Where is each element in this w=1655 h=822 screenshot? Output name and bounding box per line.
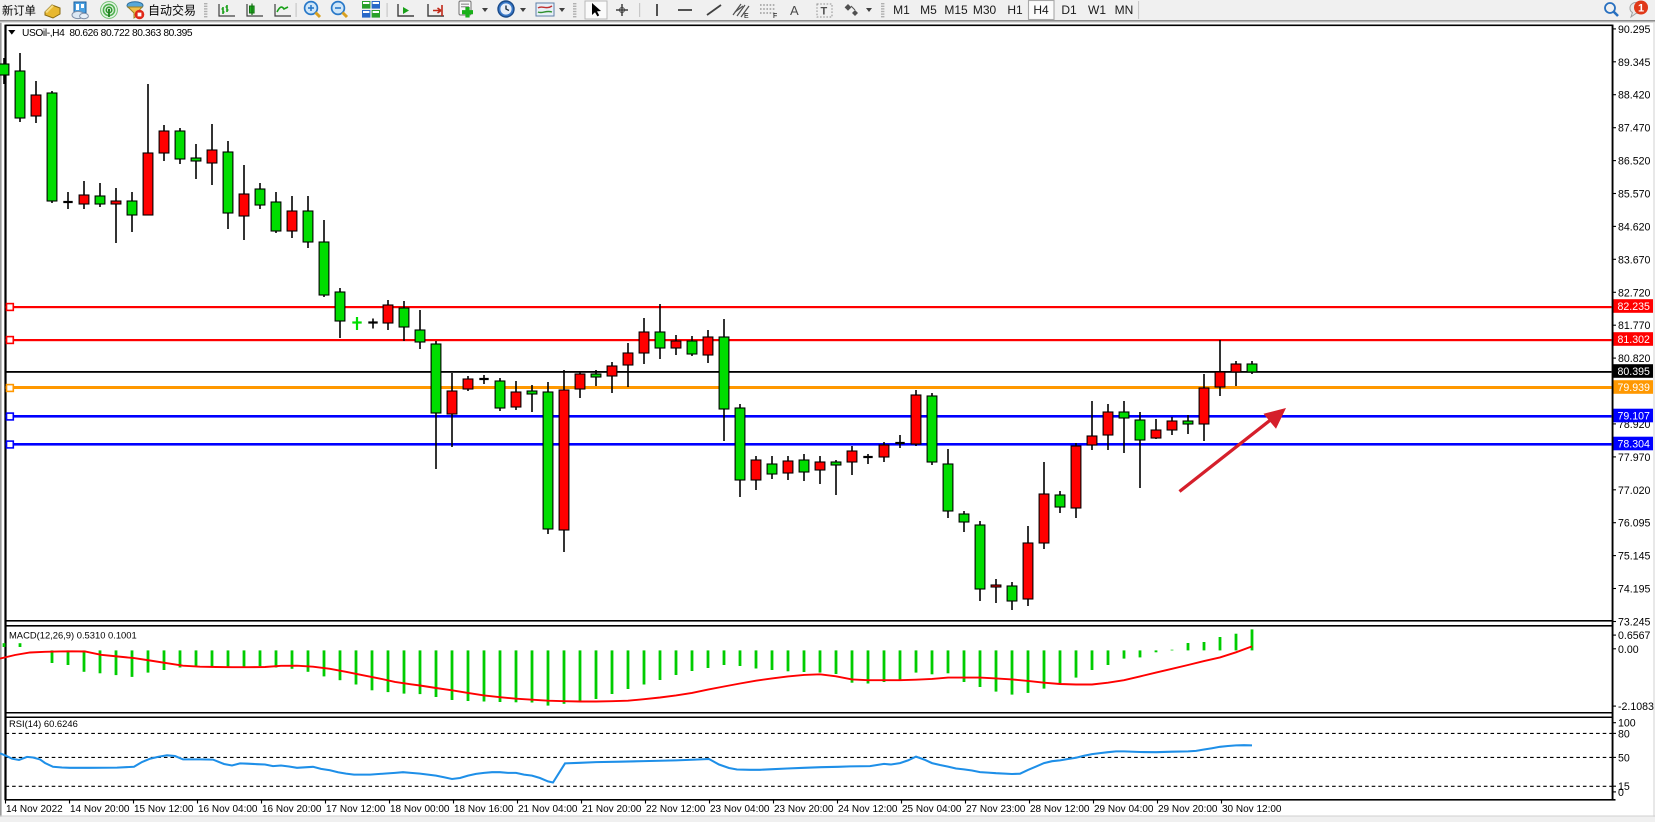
svg-text:M30: M30 bbox=[973, 3, 997, 17]
svg-text:88.420: 88.420 bbox=[1618, 90, 1651, 102]
svg-text:RSI(14) 60.6246: RSI(14) 60.6246 bbox=[9, 718, 78, 729]
svg-text:0: 0 bbox=[1618, 787, 1624, 799]
svg-text:14 Nov 20:00: 14 Nov 20:00 bbox=[70, 804, 130, 815]
svg-text:14 Nov 2022: 14 Nov 2022 bbox=[6, 804, 63, 815]
svg-text:21 Nov 04:00: 21 Nov 04:00 bbox=[518, 804, 578, 815]
svg-text:15 Nov 12:00: 15 Nov 12:00 bbox=[134, 804, 194, 815]
svg-text:22 Nov 12:00: 22 Nov 12:00 bbox=[646, 804, 706, 815]
svg-text:83.670: 83.670 bbox=[1618, 254, 1651, 266]
svg-text:80.820: 80.820 bbox=[1618, 353, 1651, 365]
svg-text:25 Nov 04:00: 25 Nov 04:00 bbox=[902, 804, 962, 815]
svg-text:84.620: 84.620 bbox=[1618, 221, 1651, 233]
svg-text:16 Nov 20:00: 16 Nov 20:00 bbox=[262, 804, 322, 815]
svg-text:85.570: 85.570 bbox=[1618, 189, 1651, 201]
svg-text:76.095: 76.095 bbox=[1618, 518, 1651, 530]
svg-text:USOil-,H4 80.626 80.722 80.36: USOil-,H4 80.626 80.722 80.363 80.395 bbox=[22, 28, 193, 39]
svg-text:29 Nov 04:00: 29 Nov 04:00 bbox=[1094, 804, 1154, 815]
svg-text:M5: M5 bbox=[920, 3, 937, 17]
svg-text:0.6567: 0.6567 bbox=[1618, 630, 1651, 642]
svg-text:29 Nov 20:00: 29 Nov 20:00 bbox=[1158, 804, 1218, 815]
svg-text:80.395: 80.395 bbox=[1618, 366, 1651, 378]
svg-text:73.245: 73.245 bbox=[1618, 617, 1651, 629]
svg-text:23 Nov 04:00: 23 Nov 04:00 bbox=[710, 804, 770, 815]
svg-text:27 Nov 23:00: 27 Nov 23:00 bbox=[966, 804, 1026, 815]
svg-text:89.345: 89.345 bbox=[1618, 57, 1651, 69]
svg-text:T: T bbox=[821, 6, 828, 18]
svg-text:23 Nov 20:00: 23 Nov 20:00 bbox=[774, 804, 834, 815]
svg-text:81.302: 81.302 bbox=[1618, 334, 1651, 346]
svg-text:50: 50 bbox=[1618, 752, 1630, 764]
svg-text:D1: D1 bbox=[1061, 3, 1077, 17]
svg-text:H4: H4 bbox=[1033, 3, 1049, 17]
svg-text:82.235: 82.235 bbox=[1618, 301, 1651, 313]
svg-text:18 Nov 00:00: 18 Nov 00:00 bbox=[390, 804, 450, 815]
svg-text:-2.1083: -2.1083 bbox=[1618, 701, 1654, 713]
svg-text:30 Nov 12:00: 30 Nov 12:00 bbox=[1222, 804, 1282, 815]
svg-text:17 Nov 12:00: 17 Nov 12:00 bbox=[326, 804, 386, 815]
svg-text:86.520: 86.520 bbox=[1618, 156, 1651, 168]
svg-text:75.145: 75.145 bbox=[1618, 551, 1651, 563]
svg-text:新订单: 新订单 bbox=[2, 4, 36, 18]
svg-text:77.970: 77.970 bbox=[1618, 452, 1651, 464]
svg-text:15: 15 bbox=[1618, 781, 1630, 793]
svg-text:MN: MN bbox=[1115, 3, 1134, 17]
svg-text:82.720: 82.720 bbox=[1618, 287, 1651, 299]
svg-text:M15: M15 bbox=[944, 3, 968, 17]
svg-text:16 Nov 04:00: 16 Nov 04:00 bbox=[198, 804, 258, 815]
svg-text:24 Nov 12:00: 24 Nov 12:00 bbox=[838, 804, 898, 815]
svg-text:0.00: 0.00 bbox=[1618, 644, 1639, 656]
svg-text:M1: M1 bbox=[893, 3, 910, 17]
svg-text:78.304: 78.304 bbox=[1618, 439, 1651, 451]
svg-text:80: 80 bbox=[1618, 728, 1630, 740]
svg-text:77.020: 77.020 bbox=[1618, 485, 1651, 497]
svg-text:90.295: 90.295 bbox=[1618, 24, 1651, 36]
svg-text:F: F bbox=[773, 13, 777, 20]
svg-text:81.770: 81.770 bbox=[1618, 320, 1651, 332]
svg-text:H1: H1 bbox=[1007, 3, 1023, 17]
svg-text:1: 1 bbox=[1638, 3, 1644, 15]
svg-text:28 Nov 12:00: 28 Nov 12:00 bbox=[1030, 804, 1090, 815]
svg-text:W1: W1 bbox=[1088, 3, 1106, 17]
svg-text:79.939: 79.939 bbox=[1618, 382, 1651, 394]
svg-text:自动交易: 自动交易 bbox=[148, 3, 196, 18]
svg-text:E: E bbox=[744, 13, 749, 20]
svg-text:87.470: 87.470 bbox=[1618, 123, 1651, 135]
svg-text:21 Nov 20:00: 21 Nov 20:00 bbox=[582, 804, 642, 815]
svg-text:100: 100 bbox=[1618, 718, 1636, 730]
svg-text:MACD(12,26,9) 0.5310 0.1001: MACD(12,26,9) 0.5310 0.1001 bbox=[9, 630, 137, 641]
svg-text:A: A bbox=[790, 3, 799, 18]
svg-text:79.107: 79.107 bbox=[1618, 411, 1651, 423]
svg-text:18 Nov 16:00: 18 Nov 16:00 bbox=[454, 804, 514, 815]
svg-text:74.195: 74.195 bbox=[1618, 584, 1651, 596]
